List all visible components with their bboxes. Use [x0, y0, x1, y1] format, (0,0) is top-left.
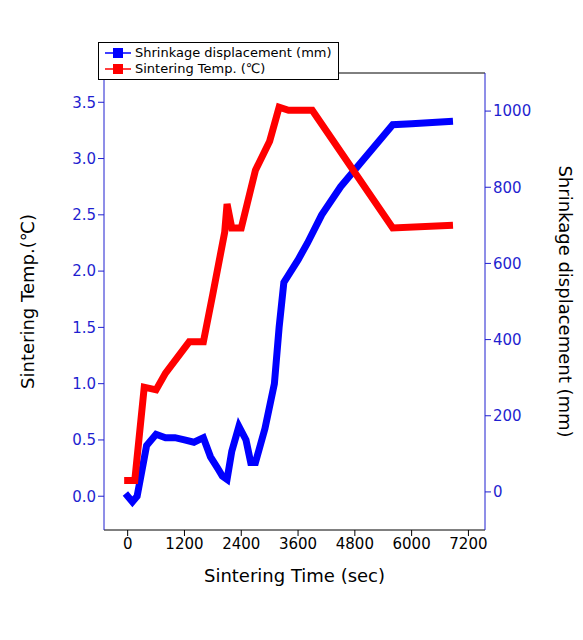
svg-text:0: 0 [493, 483, 503, 501]
svg-text:600: 600 [493, 255, 522, 273]
svg-text:0.5: 0.5 [72, 431, 96, 449]
svg-text:400: 400 [493, 331, 522, 349]
svg-text:6000: 6000 [393, 535, 431, 553]
svg-text:Sintering Temp.(℃): Sintering Temp.(℃) [17, 214, 38, 389]
svg-text:7200: 7200 [449, 535, 487, 553]
svg-text:200: 200 [493, 407, 522, 425]
svg-text:1200: 1200 [165, 535, 203, 553]
svg-text:1.5: 1.5 [72, 319, 96, 337]
svg-text:3.0: 3.0 [72, 150, 96, 168]
svg-text:Sintering Time (sec): Sintering Time (sec) [204, 565, 385, 586]
svg-text:2.0: 2.0 [72, 262, 96, 280]
svg-text:0.0: 0.0 [72, 488, 96, 506]
svg-text:1000: 1000 [493, 102, 531, 120]
svg-text:3600: 3600 [279, 535, 317, 553]
svg-text:2400: 2400 [222, 535, 260, 553]
svg-text:Shrinkage displacement (mm): Shrinkage displacement (mm) [555, 165, 575, 437]
html-text:Sintering Temp. (℃): Sintering Temp. (℃) [135, 61, 266, 76]
svg-text:2.5: 2.5 [72, 206, 96, 224]
svg-text:1.0: 1.0 [72, 375, 96, 393]
svg-text:0: 0 [123, 535, 133, 553]
svg-text:4800: 4800 [336, 535, 374, 553]
html-text:Shrinkage displacement (mm): Shrinkage displacement (mm) [135, 45, 332, 60]
svg-text:800: 800 [493, 179, 522, 197]
svg-text:3.5: 3.5 [72, 94, 96, 112]
